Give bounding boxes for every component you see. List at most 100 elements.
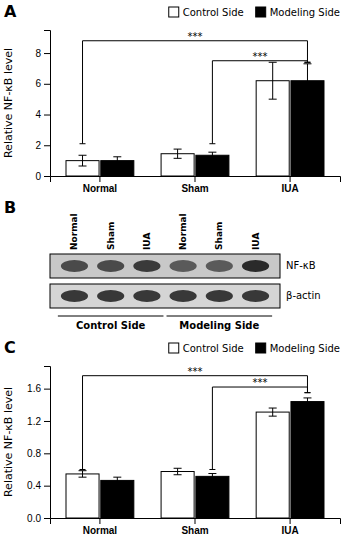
- y-axis: 0.00.40.81.21.6: [27, 367, 50, 524]
- tick-mark: [44, 486, 50, 487]
- tick: Sham: [181, 176, 208, 194]
- marks: [66, 376, 324, 518]
- panel: BNormalShamIUANormalShamIUANF-κBβ-actinC…: [4, 198, 321, 331]
- error-bar-line: [117, 477, 118, 483]
- group-label: Control Side: [76, 320, 146, 331]
- tick: 1.6: [27, 383, 50, 394]
- error-bar-cap: [303, 97, 311, 98]
- blot-band: [97, 290, 124, 302]
- tick-label: 1.6: [27, 383, 41, 394]
- tick-mark: [99, 176, 100, 182]
- annotation-labels: ******: [188, 31, 268, 62]
- axis-line: [44, 31, 51, 177]
- tick-label: IUA: [281, 183, 298, 194]
- tick-label: 2: [35, 140, 41, 151]
- row-label: β-actin: [286, 290, 321, 301]
- tick-mark: [44, 421, 50, 422]
- tick-label: 8: [35, 48, 41, 59]
- error-bar-cap: [79, 166, 87, 167]
- plot: 0.00.40.81.21.6NormalShamIUA******: [27, 366, 340, 536]
- annotation: ***: [188, 31, 203, 42]
- error-bar-line: [82, 155, 83, 166]
- tick: 8: [35, 48, 50, 59]
- blot-row: [50, 254, 280, 278]
- tick: 2: [35, 140, 50, 151]
- bracket-right: [307, 41, 308, 63]
- tick-mark: [195, 176, 196, 182]
- error-bar-cap: [174, 474, 182, 475]
- error-bar-cap: [208, 479, 216, 480]
- tick-label: Normal: [83, 525, 118, 536]
- tick-label: Sham: [181, 183, 208, 194]
- panel-label: B: [4, 198, 16, 217]
- error-bar-cap: [113, 156, 121, 157]
- tick: IUA: [281, 518, 298, 536]
- bracket-foot: [80, 469, 86, 470]
- error-bar-line: [117, 157, 118, 165]
- blot-band: [170, 290, 197, 302]
- bracket-foot: [80, 143, 86, 144]
- group-line: [167, 316, 273, 317]
- bracket-foot: [304, 392, 310, 393]
- axis-line: [44, 367, 51, 519]
- bar: [196, 155, 229, 176]
- tick: 4: [35, 109, 50, 120]
- tick: Normal: [83, 176, 118, 194]
- axis-line: [51, 519, 341, 525]
- legend-swatch: [256, 343, 266, 353]
- tick-mark: [44, 518, 50, 519]
- error-bar: [174, 468, 182, 474]
- blot-band: [97, 260, 124, 272]
- tick-mark: [44, 453, 50, 454]
- tick: 0.4: [27, 480, 50, 491]
- blot-band: [133, 290, 160, 302]
- error-bar-line: [307, 64, 308, 98]
- significance-bracket: [80, 376, 311, 470]
- legend-label: Control Side: [183, 343, 244, 354]
- error-bar: [269, 408, 277, 416]
- blot-band: [206, 260, 233, 272]
- panel: C0.00.40.81.21.6NormalShamIUA******Relat…: [2, 338, 341, 536]
- error-bar: [208, 152, 216, 158]
- lane-label: Sham: [214, 222, 224, 250]
- error-bar-cap: [269, 62, 277, 63]
- bracket-left: [82, 41, 83, 144]
- error-bar-line: [212, 152, 213, 158]
- tick-mark: [44, 84, 50, 85]
- axis-title: Relative NF-κB level: [2, 387, 15, 497]
- error-bar: [303, 398, 311, 405]
- error-bar: [174, 149, 182, 158]
- error-bar: [79, 471, 87, 477]
- row-label: NF-κB: [286, 260, 316, 271]
- bracket-foot: [209, 469, 215, 470]
- bar: [291, 402, 324, 518]
- legend-label: Modeling Side: [270, 343, 340, 354]
- error-bar-cap: [208, 152, 216, 153]
- legend-item: Modeling Side: [256, 343, 340, 354]
- axis-line: [51, 177, 341, 183]
- panel-label: A: [4, 2, 17, 21]
- error-bar-line: [177, 149, 178, 158]
- annotation: ***: [188, 366, 203, 377]
- tick-label: Normal: [83, 183, 118, 194]
- legend-label: Modeling Side: [270, 7, 340, 18]
- legend: Control Side Modeling Side: [169, 7, 340, 18]
- error-bar-line: [177, 468, 178, 474]
- error-bar-line: [212, 474, 213, 480]
- error-bar: [269, 62, 277, 99]
- bracket-left: [212, 61, 213, 144]
- error-bar-cap: [303, 397, 311, 398]
- tick-mark: [44, 53, 50, 54]
- lane-label: IUA: [142, 233, 152, 250]
- error-bar-cap: [208, 473, 216, 474]
- error-bar-cap: [269, 99, 277, 100]
- tick-label: IUA: [281, 525, 298, 536]
- legend-label: Control Side: [183, 7, 244, 18]
- tick: Sham: [181, 518, 208, 536]
- error-bar-line: [307, 398, 308, 405]
- blot-background: [50, 284, 280, 308]
- bar: [196, 476, 229, 518]
- error-bar-cap: [269, 408, 277, 409]
- error-bar-cap: [79, 155, 87, 156]
- tick-label: 4: [35, 109, 41, 120]
